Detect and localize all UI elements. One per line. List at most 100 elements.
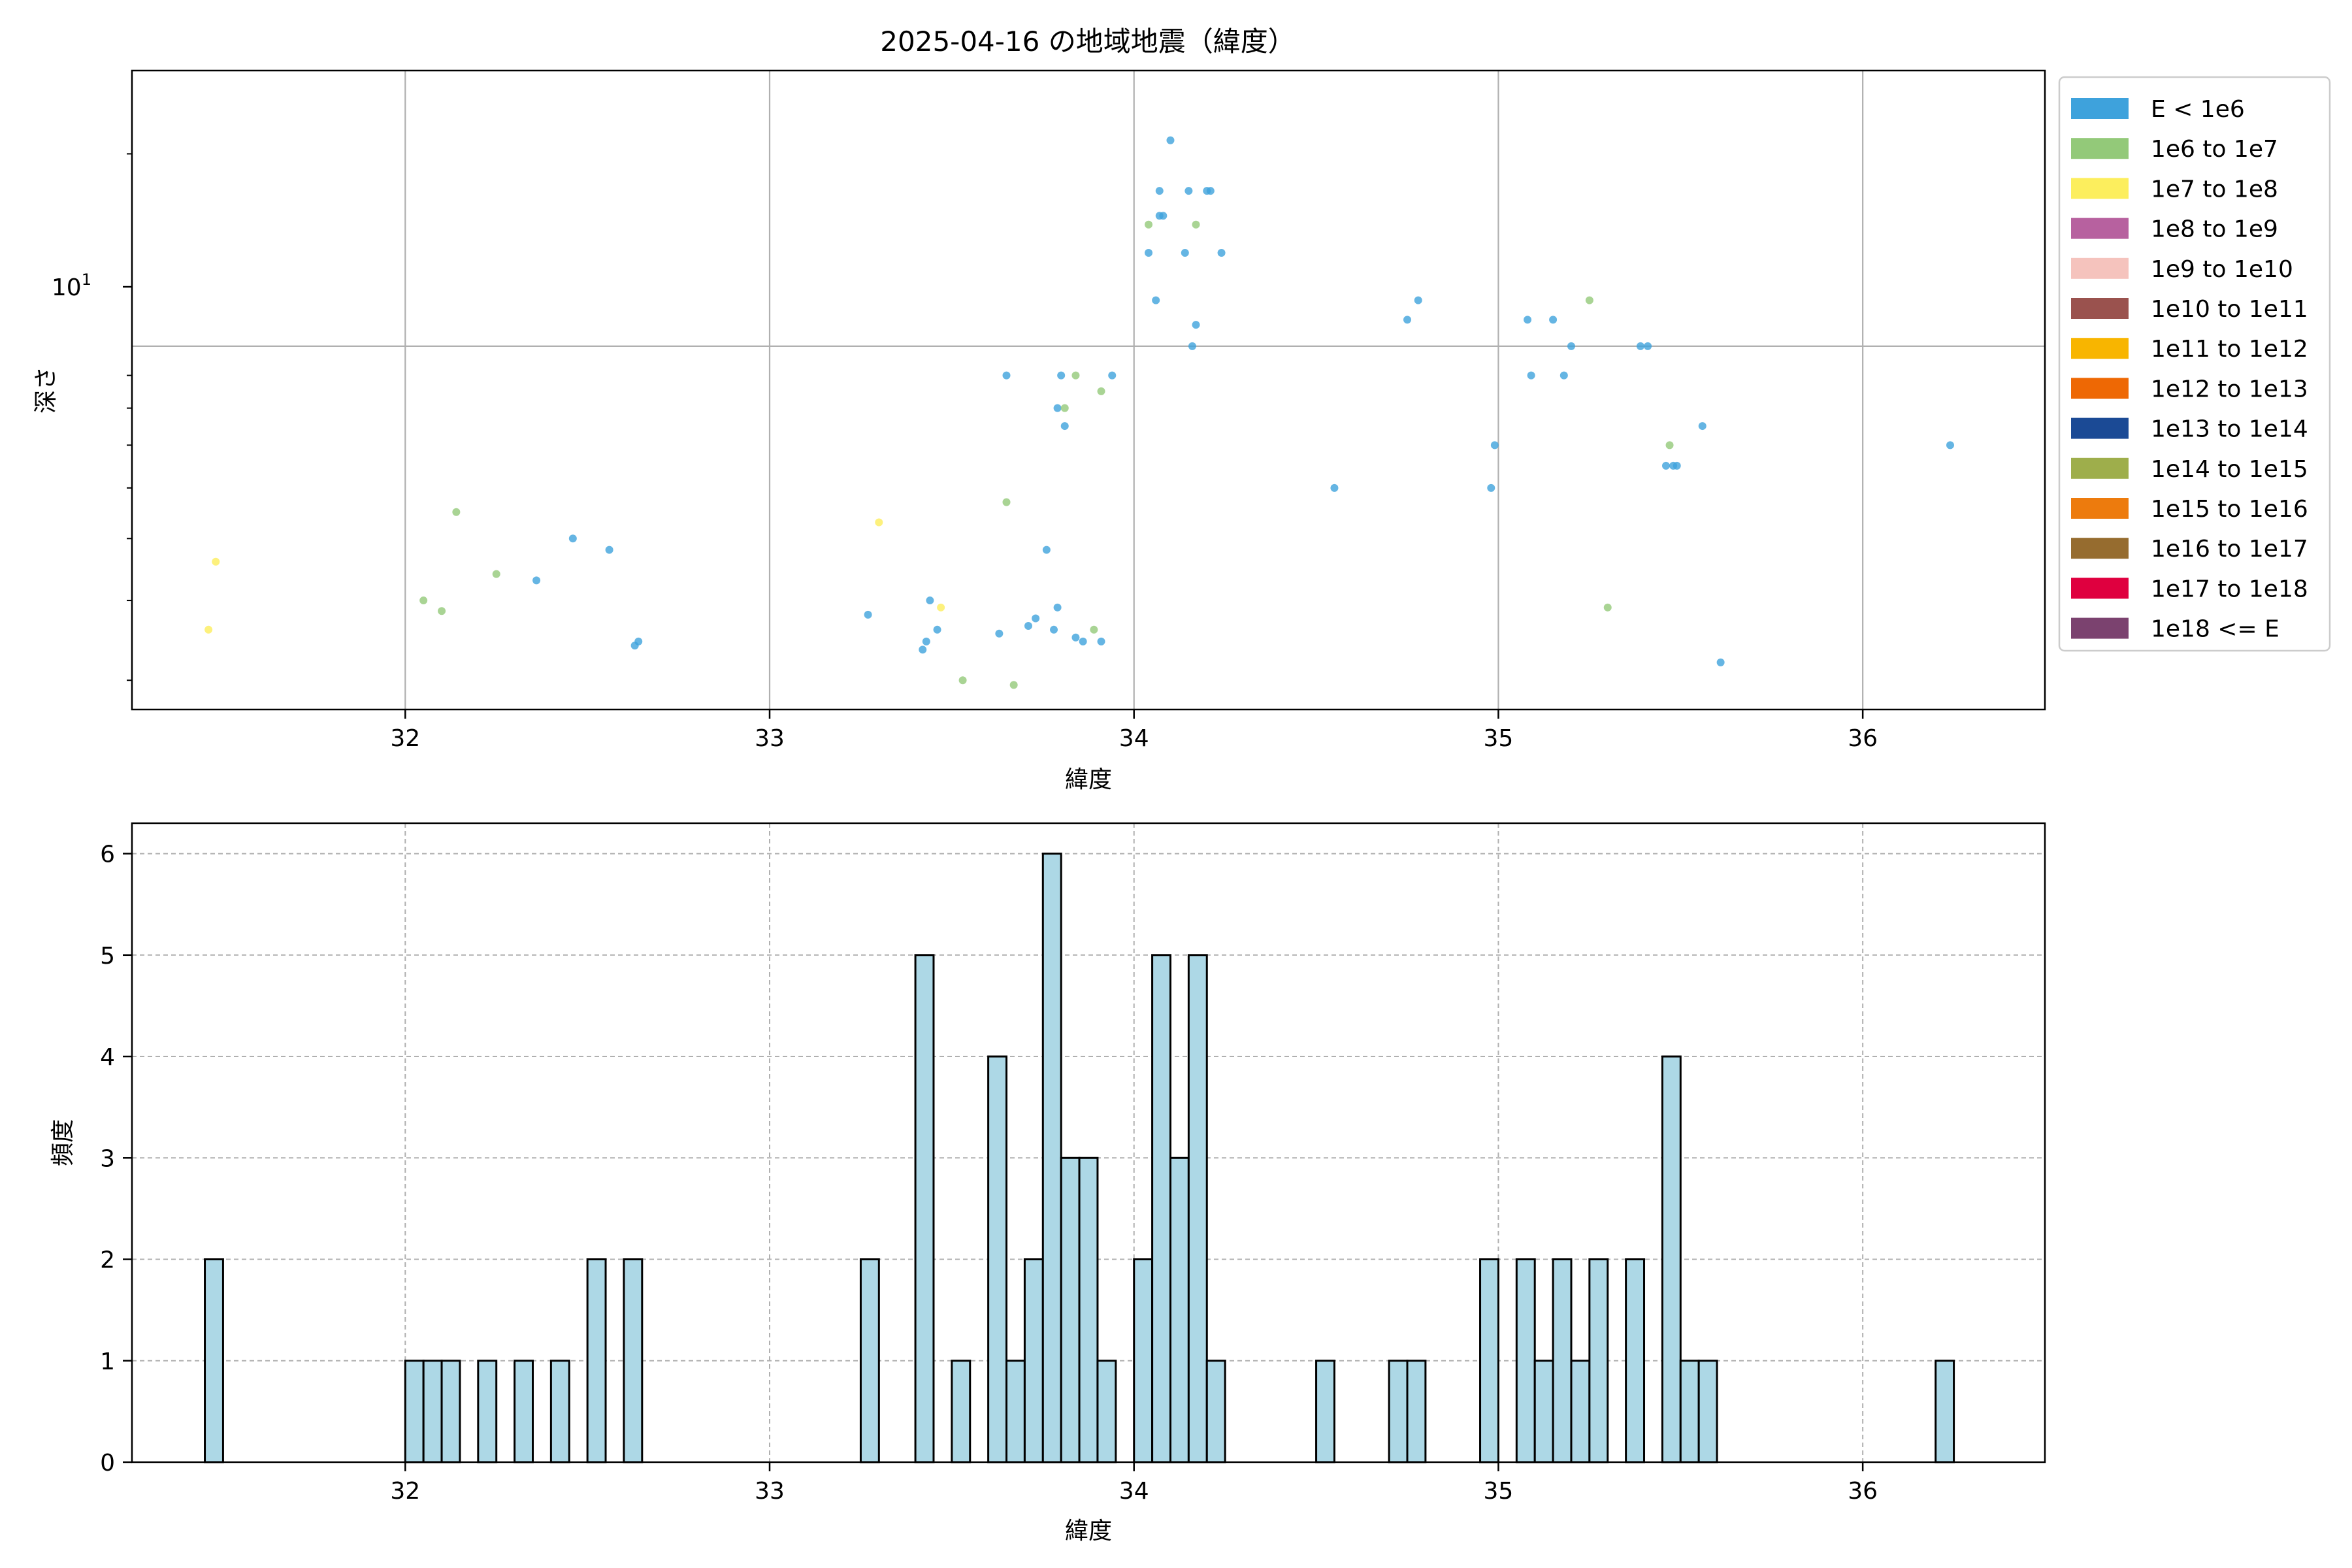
scatter-point — [1184, 187, 1193, 195]
legend-label: 1e17 to 1e18 — [2151, 576, 2308, 602]
histogram-bar — [1041, 853, 1062, 1463]
histogram-bar — [1515, 1258, 1536, 1463]
scatter-x-tick-label: 32 — [390, 725, 420, 752]
scatter-point — [1206, 187, 1215, 195]
scatter-point — [1487, 483, 1495, 492]
scatter-point — [1166, 136, 1175, 144]
histogram-bar — [1661, 1055, 1682, 1463]
histogram-bar — [1133, 1258, 1154, 1463]
scatter-point — [1090, 625, 1098, 634]
scatter-point — [438, 607, 446, 615]
scatter-point — [1060, 404, 1069, 412]
scatter-point — [492, 570, 500, 578]
scatter-point — [1002, 371, 1011, 380]
histogram-bar — [1388, 1360, 1409, 1463]
legend-label: 1e18 <= E — [2151, 616, 2279, 643]
scatter-point — [1042, 546, 1051, 554]
scatter-point — [1217, 248, 1226, 257]
scatter-point — [1665, 441, 1674, 449]
scatter-point — [926, 596, 934, 605]
scatter-point — [1108, 371, 1117, 380]
scatter-point — [605, 546, 613, 554]
histogram-bar — [404, 1360, 425, 1463]
scatter-point — [1050, 625, 1058, 634]
scatter-point — [1071, 633, 1080, 642]
histogram-bar — [1205, 1360, 1226, 1463]
legend-swatch — [2071, 178, 2129, 199]
histogram-bar — [422, 1360, 443, 1463]
histogram-x-ticks: 32 33 34 35 36 — [390, 1462, 1878, 1505]
legend-label: 1e13 to 1e14 — [2151, 416, 2308, 443]
scatter-point — [864, 610, 872, 619]
legend-swatch — [2071, 218, 2129, 239]
scatter-point — [958, 676, 967, 685]
histogram-bar — [549, 1360, 570, 1463]
histogram-y-axis-label: 頻度 — [50, 1119, 76, 1166]
scatter-point — [1673, 461, 1681, 470]
histogram-x-tick-label: 34 — [1119, 1478, 1149, 1505]
scatter-y-axis-label: 深さ — [33, 367, 59, 414]
scatter-point — [1716, 658, 1725, 666]
scatter-point — [1009, 681, 1018, 689]
scatter-point — [1585, 296, 1593, 304]
scatter-point — [1159, 212, 1168, 220]
scatter-x-tick-label: 33 — [755, 725, 785, 752]
scatter-point — [1549, 316, 1558, 324]
legend-swatch — [2071, 98, 2129, 119]
histogram-x-tick-label: 36 — [1848, 1478, 1878, 1505]
scatter-point — [1644, 342, 1652, 350]
legend-swatch — [2071, 578, 2129, 599]
scatter-plot-frame — [131, 69, 2046, 711]
legend-swatch — [2071, 378, 2129, 399]
scatter-point — [568, 534, 577, 543]
legend-label: 1e8 to 1e9 — [2151, 216, 2278, 243]
legend-swatch — [2071, 257, 2129, 279]
legend-swatch — [2071, 138, 2129, 159]
legend-label: E < 1e6 — [2151, 96, 2245, 123]
scatter-point — [933, 625, 941, 634]
legend-label: 1e12 to 1e13 — [2151, 376, 2308, 402]
scatter-point — [1057, 371, 1066, 380]
scatter-point — [1024, 621, 1032, 630]
histogram-y-tick-label: 3 — [100, 1145, 115, 1172]
scatter-point — [1053, 603, 1062, 612]
histogram-bar — [1533, 1360, 1554, 1463]
scatter-point — [1560, 371, 1568, 380]
scatter-point — [1527, 371, 1535, 380]
scatter-point — [875, 518, 883, 527]
legend-swatch — [2071, 498, 2129, 519]
scatter-point — [1071, 371, 1080, 380]
scatter-point — [1698, 422, 1707, 431]
legend-label: 1e10 to 1e11 — [2151, 296, 2308, 323]
legend-swatch — [2071, 538, 2129, 559]
histogram-bar — [987, 1055, 1008, 1463]
histogram-bar — [914, 954, 935, 1463]
scatter-point — [212, 557, 220, 566]
legend-label: 1e9 to 1e10 — [2151, 256, 2293, 283]
histogram-bar — [1315, 1360, 1335, 1463]
histogram-bar — [477, 1360, 498, 1463]
legend-label: 1e15 to 1e16 — [2151, 496, 2308, 523]
scatter-point — [1097, 387, 1105, 395]
scatter-point — [452, 508, 461, 516]
scatter-point — [1032, 614, 1040, 623]
scatter-x-tick-label: 36 — [1848, 725, 1878, 752]
scatter-point — [937, 603, 945, 612]
scatter-x-axis-label: 緯度 — [1065, 766, 1112, 793]
histogram-y-ticks: 0 1 2 3 4 5 6 — [100, 841, 132, 1477]
histogram-bar — [1679, 1360, 1700, 1463]
scatter-grid — [132, 71, 2045, 710]
scatter-point — [1414, 296, 1422, 304]
histogram-bar — [1697, 1360, 1718, 1463]
scatter-point — [1155, 187, 1164, 195]
scatter-y-minor-ticks — [127, 153, 132, 681]
legend-label: 1e14 to 1e15 — [2151, 456, 2308, 483]
scatter-point — [1490, 441, 1499, 449]
scatter-point — [1145, 248, 1153, 257]
scatter-x-tick-label: 34 — [1119, 725, 1149, 752]
histogram-bar — [1005, 1360, 1026, 1463]
histogram-y-tick-label: 5 — [100, 943, 115, 970]
histogram-bar — [440, 1360, 461, 1463]
histogram-bar — [586, 1258, 607, 1463]
